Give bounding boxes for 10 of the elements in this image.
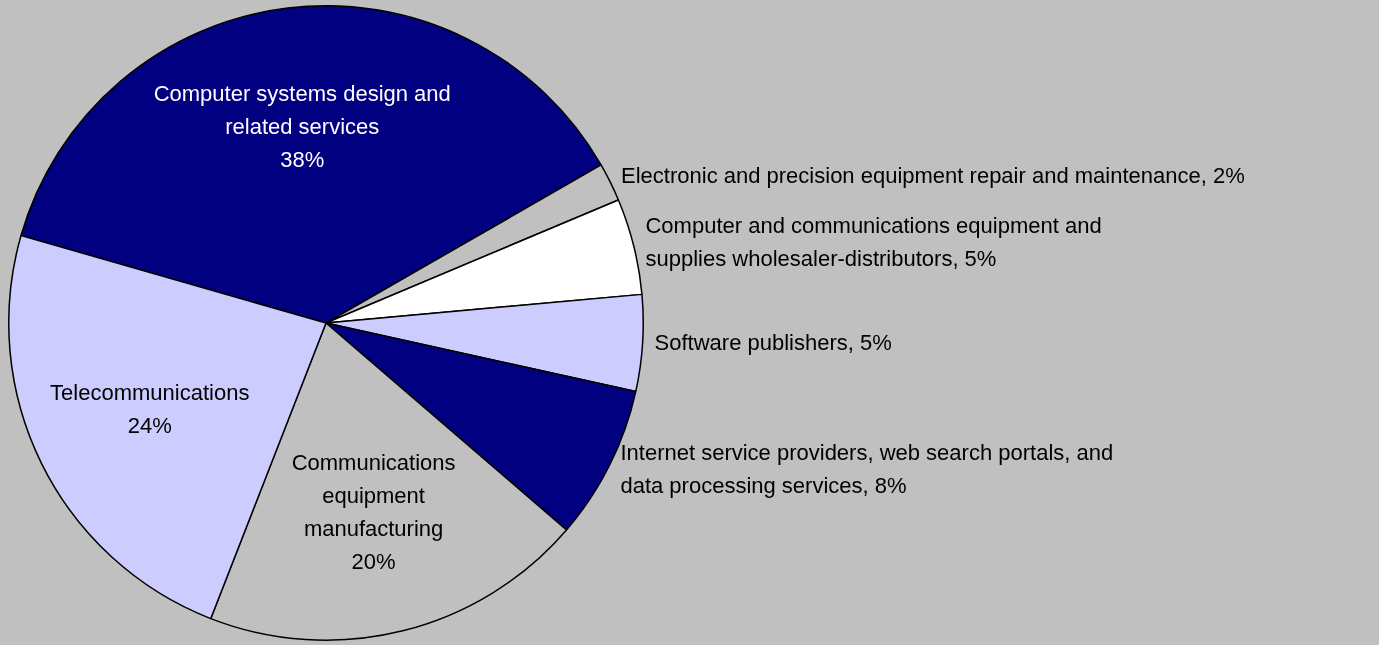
slice-label: Electronic and precision equipment repair and maintenance, 2% (621, 162, 1245, 188)
slice-label: Computer systems design and related services (153, 80, 451, 139)
slice-label: Telecommunications (50, 379, 250, 405)
data-label: 20% (351, 549, 396, 575)
data-label: 38% (280, 146, 325, 172)
slice-label: Communications equipment manufacturing (291, 450, 456, 542)
slice-label: Internet service providers, web search portals, and data processing services, 8% (620, 439, 1114, 498)
data-label: 24% (127, 412, 172, 438)
slice-label: Computer and communications equipment and supplies wholesaler-distributors, 5% (645, 212, 1102, 271)
slice-label: Software publishers, 5% (654, 330, 892, 356)
